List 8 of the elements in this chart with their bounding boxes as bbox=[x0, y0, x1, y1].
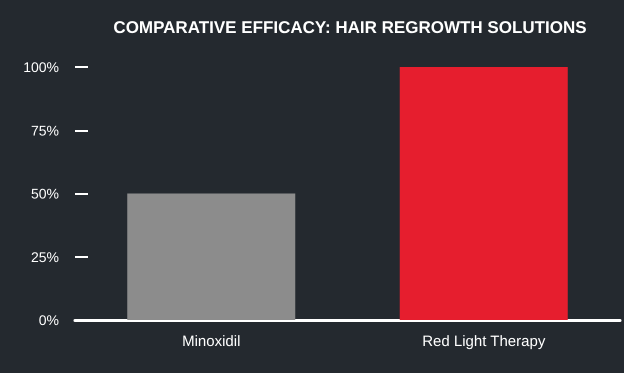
y-tick-label: 50% bbox=[30, 186, 59, 202]
chart-title: COMPARATIVE EFFICACY: HAIR REGROWTH SOLUTIONS bbox=[113, 18, 587, 37]
x-tick-label: Red Light Therapy bbox=[422, 333, 546, 350]
y-tick-label: 100% bbox=[23, 59, 59, 75]
x-tick-label: Minoxidil bbox=[182, 333, 240, 350]
y-tick-label: 75% bbox=[30, 122, 59, 138]
y-tick-label: 0% bbox=[38, 312, 59, 328]
y-tick-label: 25% bbox=[30, 248, 59, 265]
